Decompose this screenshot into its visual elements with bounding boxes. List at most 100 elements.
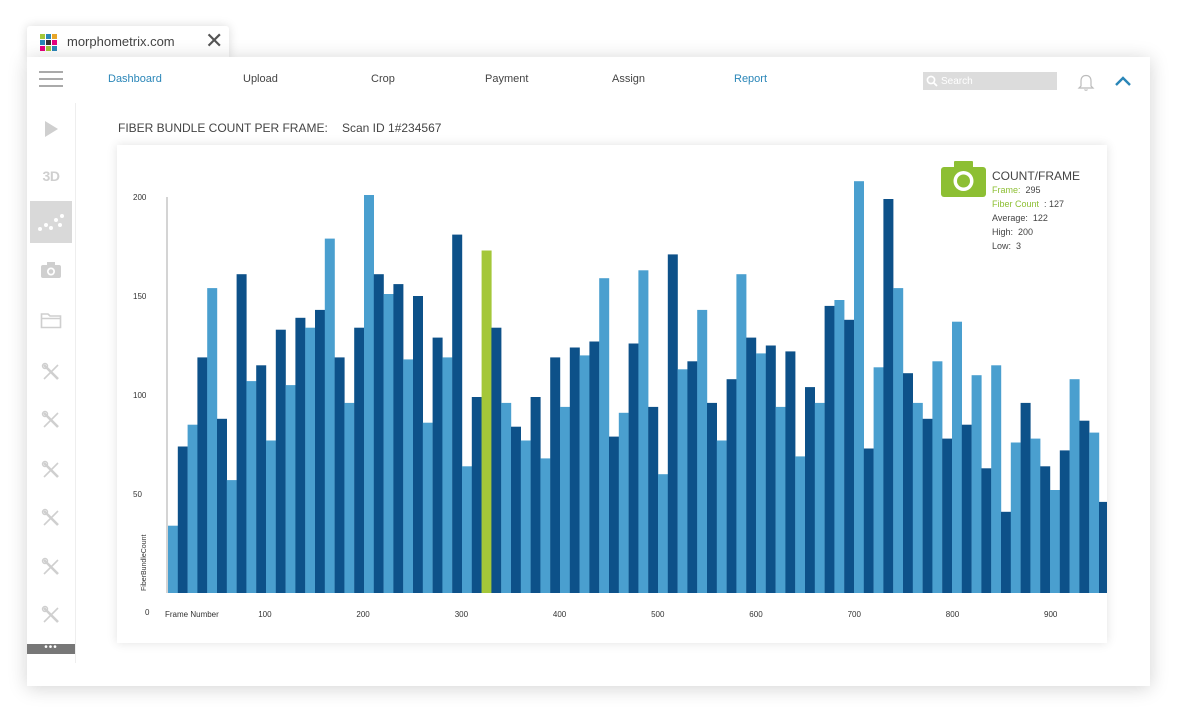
- bar[interactable]: [756, 353, 766, 593]
- bar[interactable]: [628, 343, 639, 594]
- bar[interactable]: [854, 181, 864, 593]
- bar[interactable]: [844, 319, 855, 593]
- nav-crop[interactable]: Crop: [371, 73, 395, 85]
- bar[interactable]: [432, 337, 443, 593]
- bar[interactable]: [393, 284, 404, 593]
- browser-tab[interactable]: morphometrix.com ✕: [27, 26, 229, 59]
- bar[interactable]: [1079, 420, 1090, 593]
- sidebar-item-tools-1[interactable]: [27, 351, 75, 393]
- bar[interactable]: [1010, 442, 1021, 594]
- bar[interactable]: [1050, 490, 1060, 593]
- bar[interactable]: [707, 402, 717, 593]
- sidebar-item-tools-2[interactable]: [27, 399, 75, 441]
- bar[interactable]: [266, 440, 276, 594]
- bar[interactable]: [697, 309, 708, 593]
- bar[interactable]: [413, 296, 423, 593]
- bar[interactable]: [354, 327, 365, 593]
- bar[interactable]: [197, 357, 208, 593]
- bar[interactable]: [893, 288, 904, 593]
- bar[interactable]: [285, 385, 296, 593]
- bar[interactable]: [599, 278, 610, 593]
- search-box[interactable]: [923, 72, 1057, 90]
- bar[interactable]: [246, 381, 257, 593]
- bar[interactable]: [991, 365, 1002, 593]
- chevron-up-icon[interactable]: [1114, 75, 1132, 87]
- bar[interactable]: [824, 305, 835, 593]
- bar[interactable]: [1059, 450, 1070, 593]
- bar[interactable]: [932, 361, 943, 593]
- hamburger-menu-icon[interactable]: [39, 71, 63, 87]
- more-icon[interactable]: •••: [27, 643, 75, 654]
- sidebar-item-tools-5[interactable]: [27, 546, 75, 588]
- bar[interactable]: [236, 274, 247, 593]
- bar[interactable]: [373, 274, 384, 593]
- bar[interactable]: [922, 418, 933, 593]
- bar[interactable]: [1089, 432, 1100, 593]
- bar[interactable]: [609, 436, 619, 593]
- sidebar-item-camera[interactable]: [27, 249, 75, 291]
- bar[interactable]: [981, 468, 992, 593]
- bar[interactable]: [834, 300, 845, 593]
- bar[interactable]: [618, 412, 629, 593]
- sidebar-item-scatter[interactable]: [30, 201, 72, 243]
- bar[interactable]: [952, 321, 962, 593]
- bar[interactable]: [530, 397, 541, 593]
- bar[interactable]: [795, 456, 806, 593]
- bar[interactable]: [207, 288, 218, 593]
- bar[interactable]: [560, 406, 570, 593]
- bar[interactable]: [275, 329, 286, 593]
- bar[interactable]: [863, 448, 874, 594]
- bar[interactable]: [873, 367, 884, 593]
- bar[interactable]: [168, 525, 178, 593]
- bell-icon[interactable]: [1076, 72, 1096, 92]
- bar[interactable]: [687, 361, 698, 593]
- bar[interactable]: [658, 474, 668, 593]
- bar[interactable]: [1040, 466, 1051, 593]
- bar[interactable]: [1030, 438, 1041, 593]
- search-input[interactable]: [941, 73, 1051, 89]
- sidebar-item-tools-3[interactable]: [27, 449, 75, 491]
- bar[interactable]: [471, 397, 482, 593]
- bar[interactable]: [638, 270, 649, 593]
- bar[interactable]: [422, 422, 433, 593]
- nav-payment[interactable]: Payment: [485, 73, 529, 85]
- bar[interactable]: [256, 365, 267, 593]
- bar[interactable]: [971, 375, 982, 593]
- sidebar-item-3d[interactable]: 3D: [27, 155, 75, 197]
- sidebar-item-tools-4[interactable]: [27, 497, 75, 539]
- bar[interactable]: [765, 345, 776, 594]
- bar[interactable]: [716, 440, 727, 594]
- bar[interactable]: [579, 355, 590, 593]
- bar[interactable]: [344, 402, 355, 593]
- bar[interactable]: [295, 317, 306, 593]
- sidebar-item-tools-6[interactable]: [27, 594, 75, 636]
- bar[interactable]: [217, 418, 227, 593]
- bar[interactable]: [677, 369, 688, 593]
- bar[interactable]: [1020, 402, 1031, 593]
- nav-assign[interactable]: Assign: [612, 73, 646, 85]
- bar[interactable]: [324, 238, 335, 593]
- sidebar-item-folder[interactable]: [27, 299, 75, 341]
- bar[interactable]: [315, 309, 325, 593]
- bar[interactable]: [805, 387, 815, 593]
- bar[interactable]: [452, 234, 463, 593]
- bar[interactable]: [775, 406, 786, 593]
- bar[interactable]: [177, 446, 188, 594]
- bar[interactable]: [501, 402, 512, 593]
- bar[interactable]: [520, 440, 531, 594]
- bar[interactable]: [550, 357, 561, 593]
- bar[interactable]: [540, 458, 551, 593]
- bar[interactable]: [903, 373, 913, 593]
- bar[interactable]: [883, 199, 894, 593]
- bar[interactable]: [364, 195, 374, 593]
- close-icon[interactable]: ✕: [205, 28, 224, 53]
- bar[interactable]: [785, 351, 796, 593]
- nav-report[interactable]: Report: [734, 73, 768, 85]
- bar[interactable]: [187, 424, 198, 593]
- bar[interactable]: [305, 327, 316, 593]
- nav-dashboard[interactable]: Dashboard: [108, 73, 162, 85]
- bar[interactable]: [1069, 379, 1080, 593]
- bar[interactable]: [403, 359, 414, 593]
- bar[interactable]: [942, 438, 953, 593]
- bar[interactable]: [462, 466, 472, 593]
